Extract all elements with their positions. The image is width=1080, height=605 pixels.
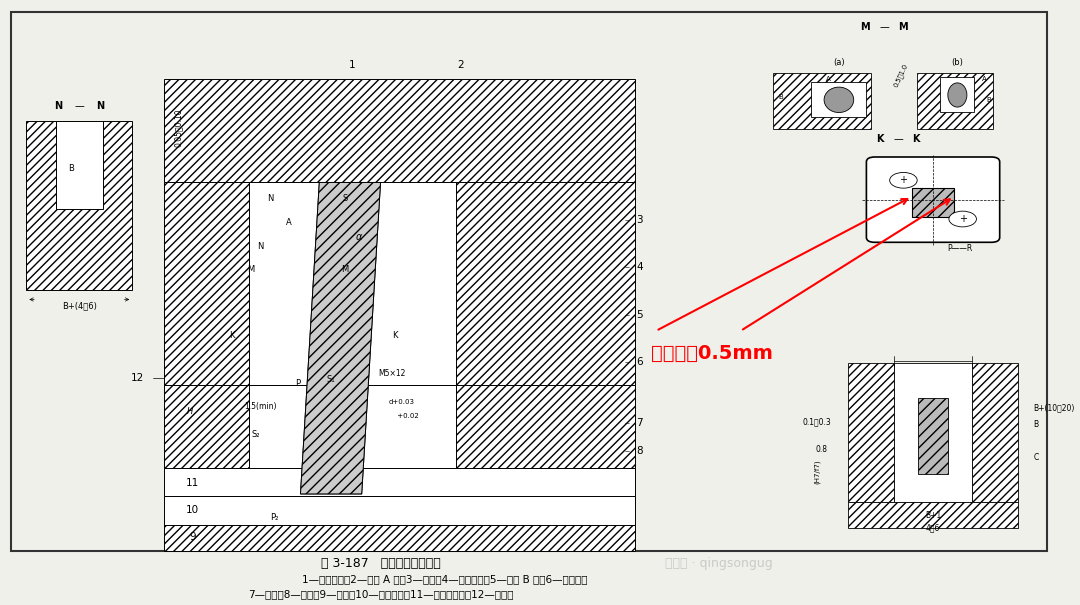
Text: B: B bbox=[68, 164, 73, 173]
Circle shape bbox=[949, 211, 976, 227]
Text: P: P bbox=[296, 379, 300, 388]
Text: K: K bbox=[876, 134, 883, 144]
Text: K: K bbox=[913, 134, 920, 144]
Bar bbox=[26, 121, 132, 290]
Bar bbox=[941, 77, 974, 112]
Text: B+(10～20): B+(10～20) bbox=[1034, 403, 1075, 412]
Text: +: + bbox=[900, 175, 907, 185]
Text: (a): (a) bbox=[833, 58, 845, 67]
Text: M5×12: M5×12 bbox=[379, 369, 406, 378]
Bar bbox=[164, 468, 635, 496]
Text: (b): (b) bbox=[951, 58, 963, 67]
Text: M: M bbox=[341, 265, 349, 274]
Bar bbox=[849, 363, 894, 502]
Text: 4～6: 4～6 bbox=[926, 523, 941, 532]
Bar bbox=[164, 385, 248, 468]
Text: B+1: B+1 bbox=[924, 511, 941, 520]
Text: 9: 9 bbox=[189, 532, 195, 542]
Bar bbox=[164, 183, 248, 385]
Text: A: A bbox=[826, 76, 831, 82]
Text: 0.8: 0.8 bbox=[816, 445, 828, 454]
Text: P₂: P₂ bbox=[270, 513, 279, 522]
Bar bbox=[55, 121, 104, 209]
Text: 5: 5 bbox=[636, 310, 643, 319]
Text: N: N bbox=[257, 241, 264, 250]
Text: 单边避空0.5mm: 单边避空0.5mm bbox=[650, 344, 772, 364]
Bar bbox=[849, 502, 1017, 528]
Text: C: C bbox=[1034, 453, 1039, 462]
Text: 1: 1 bbox=[349, 60, 355, 70]
Text: M: M bbox=[899, 22, 908, 32]
Bar bbox=[456, 385, 635, 468]
Text: 7—滑块；8—圆轴；9—垫块；10—推杆底板；11—推杆固定板；12—限位柱: 7—滑块；8—圆轴；9—垫块；10—推杆底板；11—推杆固定板；12—限位柱 bbox=[248, 589, 514, 599]
Text: B: B bbox=[779, 94, 783, 100]
Text: d+0.03: d+0.03 bbox=[389, 399, 415, 405]
Text: 1.5(min): 1.5(min) bbox=[244, 402, 276, 411]
Text: S: S bbox=[342, 194, 348, 203]
Text: N: N bbox=[267, 194, 273, 203]
Bar bbox=[164, 79, 635, 183]
Bar bbox=[164, 496, 635, 525]
Text: 10: 10 bbox=[186, 505, 199, 515]
Bar bbox=[456, 183, 635, 385]
Text: B: B bbox=[1034, 420, 1039, 429]
Text: +0.02: +0.02 bbox=[394, 413, 418, 419]
Text: S₁: S₁ bbox=[327, 375, 336, 384]
Text: 12: 12 bbox=[131, 373, 144, 384]
Text: 11: 11 bbox=[186, 478, 199, 488]
Text: 0.05～0.10: 0.05～0.10 bbox=[174, 109, 183, 148]
Bar bbox=[11, 12, 1048, 551]
Text: 8: 8 bbox=[636, 446, 643, 456]
Text: +: + bbox=[959, 214, 967, 224]
Text: —: — bbox=[879, 22, 889, 32]
Text: 1—定模镶件；2—定模 A 板；3—斜顶；4—动模镶件；5—动模 B 板；6—导向块；: 1—定模镶件；2—定模 A 板；3—斜顶；4—动模镶件；5—动模 B 板；6—导… bbox=[301, 575, 588, 584]
Ellipse shape bbox=[948, 83, 967, 107]
Polygon shape bbox=[300, 183, 380, 494]
Bar bbox=[972, 363, 1017, 502]
Bar bbox=[811, 82, 866, 117]
Text: 公众号 · qingsongug: 公众号 · qingsongug bbox=[665, 557, 773, 571]
Bar bbox=[918, 398, 948, 474]
Text: N: N bbox=[54, 101, 63, 111]
Text: H: H bbox=[187, 407, 193, 416]
FancyBboxPatch shape bbox=[866, 157, 1000, 242]
Text: B+(4～6): B+(4～6) bbox=[62, 301, 97, 310]
Bar bbox=[164, 525, 635, 551]
Text: 2: 2 bbox=[457, 60, 463, 70]
Text: 0.1～0.3: 0.1～0.3 bbox=[802, 417, 831, 426]
Text: —: — bbox=[893, 134, 903, 144]
Text: A: A bbox=[982, 76, 986, 82]
Polygon shape bbox=[300, 183, 380, 494]
Bar bbox=[773, 73, 870, 129]
Text: A: A bbox=[286, 218, 292, 227]
Text: K: K bbox=[229, 332, 235, 341]
Text: M: M bbox=[861, 22, 870, 32]
Bar bbox=[912, 188, 955, 217]
Text: 3: 3 bbox=[636, 215, 643, 225]
Text: S₂: S₂ bbox=[252, 430, 260, 439]
Bar bbox=[248, 385, 456, 468]
Text: 7: 7 bbox=[636, 418, 643, 428]
Text: 4: 4 bbox=[636, 263, 643, 272]
Text: K: K bbox=[392, 332, 397, 341]
Text: N: N bbox=[96, 101, 105, 111]
Bar bbox=[917, 73, 994, 129]
Text: 0.5～1.0: 0.5～1.0 bbox=[893, 63, 909, 88]
Text: —: — bbox=[75, 101, 84, 111]
Ellipse shape bbox=[824, 87, 853, 113]
Bar bbox=[894, 363, 972, 502]
Circle shape bbox=[890, 172, 917, 188]
Text: 6: 6 bbox=[636, 357, 643, 367]
Text: (H7/f7): (H7/f7) bbox=[813, 459, 820, 484]
Text: P——R: P——R bbox=[947, 244, 972, 253]
Bar bbox=[248, 183, 456, 385]
Text: 图 3-187   斜顶抽芯机构要求: 图 3-187 斜顶抽芯机构要求 bbox=[321, 557, 441, 571]
Text: M: M bbox=[247, 265, 255, 274]
Text: B: B bbox=[987, 97, 991, 103]
Text: α: α bbox=[356, 232, 363, 242]
